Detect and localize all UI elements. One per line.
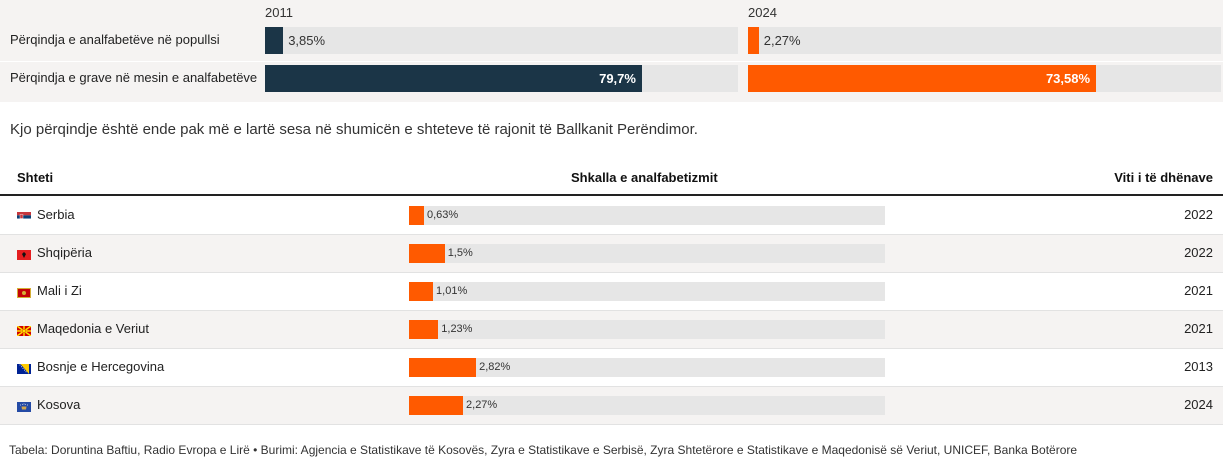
- rate-bar: [409, 244, 445, 263]
- summary-divider: [0, 61, 1223, 62]
- rate-bar: [409, 358, 477, 377]
- rate-bar-track: 2,82%: [409, 358, 885, 377]
- rate-value: 2,82%: [479, 361, 511, 373]
- rate-value: 1,23%: [441, 323, 473, 335]
- header-rate[interactable]: Shkalla e analfabetizmit: [571, 170, 718, 185]
- rate-value: 0,63%: [426, 209, 459, 221]
- header-year[interactable]: Viti i të dhënave: [1114, 170, 1213, 185]
- rate-bar: [409, 282, 434, 301]
- table-row: Bosnje e Hercegovina 2,82% 2013: [0, 349, 1223, 387]
- rate-value: 2,27%: [466, 399, 498, 411]
- table-row: Mali i Zi 1,01% 2021: [0, 273, 1223, 311]
- rate-bar-track: 2,27%: [409, 396, 885, 415]
- data-year: 2013: [1184, 359, 1213, 374]
- header-country[interactable]: Shteti: [17, 170, 54, 185]
- summary-row-label: Përqindja e grave në mesin e analfabetëv…: [10, 70, 258, 85]
- rate-bar: [409, 206, 424, 225]
- summary-bar-2024: 73,58%: [748, 65, 1097, 92]
- flag-kosovo-icon: [17, 399, 31, 412]
- table-row: Maqedonia e Veriut 1,23% 2021: [0, 311, 1223, 349]
- summary-row-label: Përqindja e analfabetëve në popullsi: [10, 32, 220, 47]
- rate-value: 1,01%: [436, 285, 468, 297]
- table-row: Serbia 0,63% 2022: [0, 197, 1223, 235]
- country-name: Bosnje e Hercegovina: [37, 359, 165, 374]
- country-name: Maqedonia e Veriut: [37, 321, 150, 336]
- summary-bar-value: 79,7%: [599, 71, 636, 86]
- data-year: 2022: [1184, 245, 1213, 260]
- rate-bar: [409, 320, 439, 339]
- summary-bar-track: 79,7%: [265, 65, 738, 92]
- summary-bar-track: 2,27%: [748, 27, 1221, 54]
- year-2024-label: 2024: [748, 5, 777, 20]
- summary-bar-value: 73,58%: [1045, 71, 1091, 86]
- flag-albania-icon: [17, 247, 31, 260]
- rate-bar-track: 1,01%: [409, 282, 885, 301]
- summary-bar-value: 3,85%: [288, 33, 326, 48]
- data-year: 2024: [1184, 397, 1213, 412]
- rate-bar: [409, 396, 464, 415]
- summary-bar-value: 2,27%: [763, 33, 801, 48]
- flag-bosnia-icon: [17, 361, 31, 374]
- rate-bar-track: 1,5%: [409, 244, 885, 263]
- table-header: Shteti Shkalla e analfabetizmit Viti i t…: [0, 160, 1223, 196]
- summary-bar-2011: 79,7%: [265, 65, 642, 92]
- data-year: 2021: [1184, 283, 1213, 298]
- country-name: Shqipëria: [37, 245, 92, 260]
- flag-serbia-icon: [17, 209, 31, 222]
- table-row: Kosova 2,27% 2024: [0, 387, 1223, 425]
- intro-text: Kjo përqindje është ende pak më e lartë …: [10, 121, 698, 138]
- footer-credits: Tabela: Doruntina Baftiu, Radio Evropa e…: [9, 443, 1078, 457]
- summary-bar-track: 3,85%: [265, 27, 738, 54]
- year-2011-label: 2011: [265, 5, 293, 20]
- flag-montenegro-icon: [17, 285, 31, 298]
- table-row: Shqipëria 1,5% 2022: [0, 235, 1223, 273]
- summary-bar-2024: [748, 27, 759, 54]
- summary-bar-track: 73,58%: [748, 65, 1221, 92]
- country-name: Mali i Zi: [37, 283, 82, 298]
- summary-panel: 2011 2024 Përqindja e analfabetëve në po…: [0, 0, 1223, 102]
- flag-north-macedonia-icon: [16, 323, 32, 337]
- summary-bar-2011: [265, 27, 284, 54]
- rate-bar-track: 1,23%: [409, 320, 885, 339]
- country-name: Serbia: [37, 207, 75, 222]
- rate-value: 1,5%: [447, 247, 473, 259]
- country-name: Kosova: [37, 397, 81, 412]
- rate-bar-track: 0,63%: [409, 206, 885, 225]
- data-year: 2021: [1184, 321, 1213, 336]
- data-year: 2022: [1184, 207, 1213, 222]
